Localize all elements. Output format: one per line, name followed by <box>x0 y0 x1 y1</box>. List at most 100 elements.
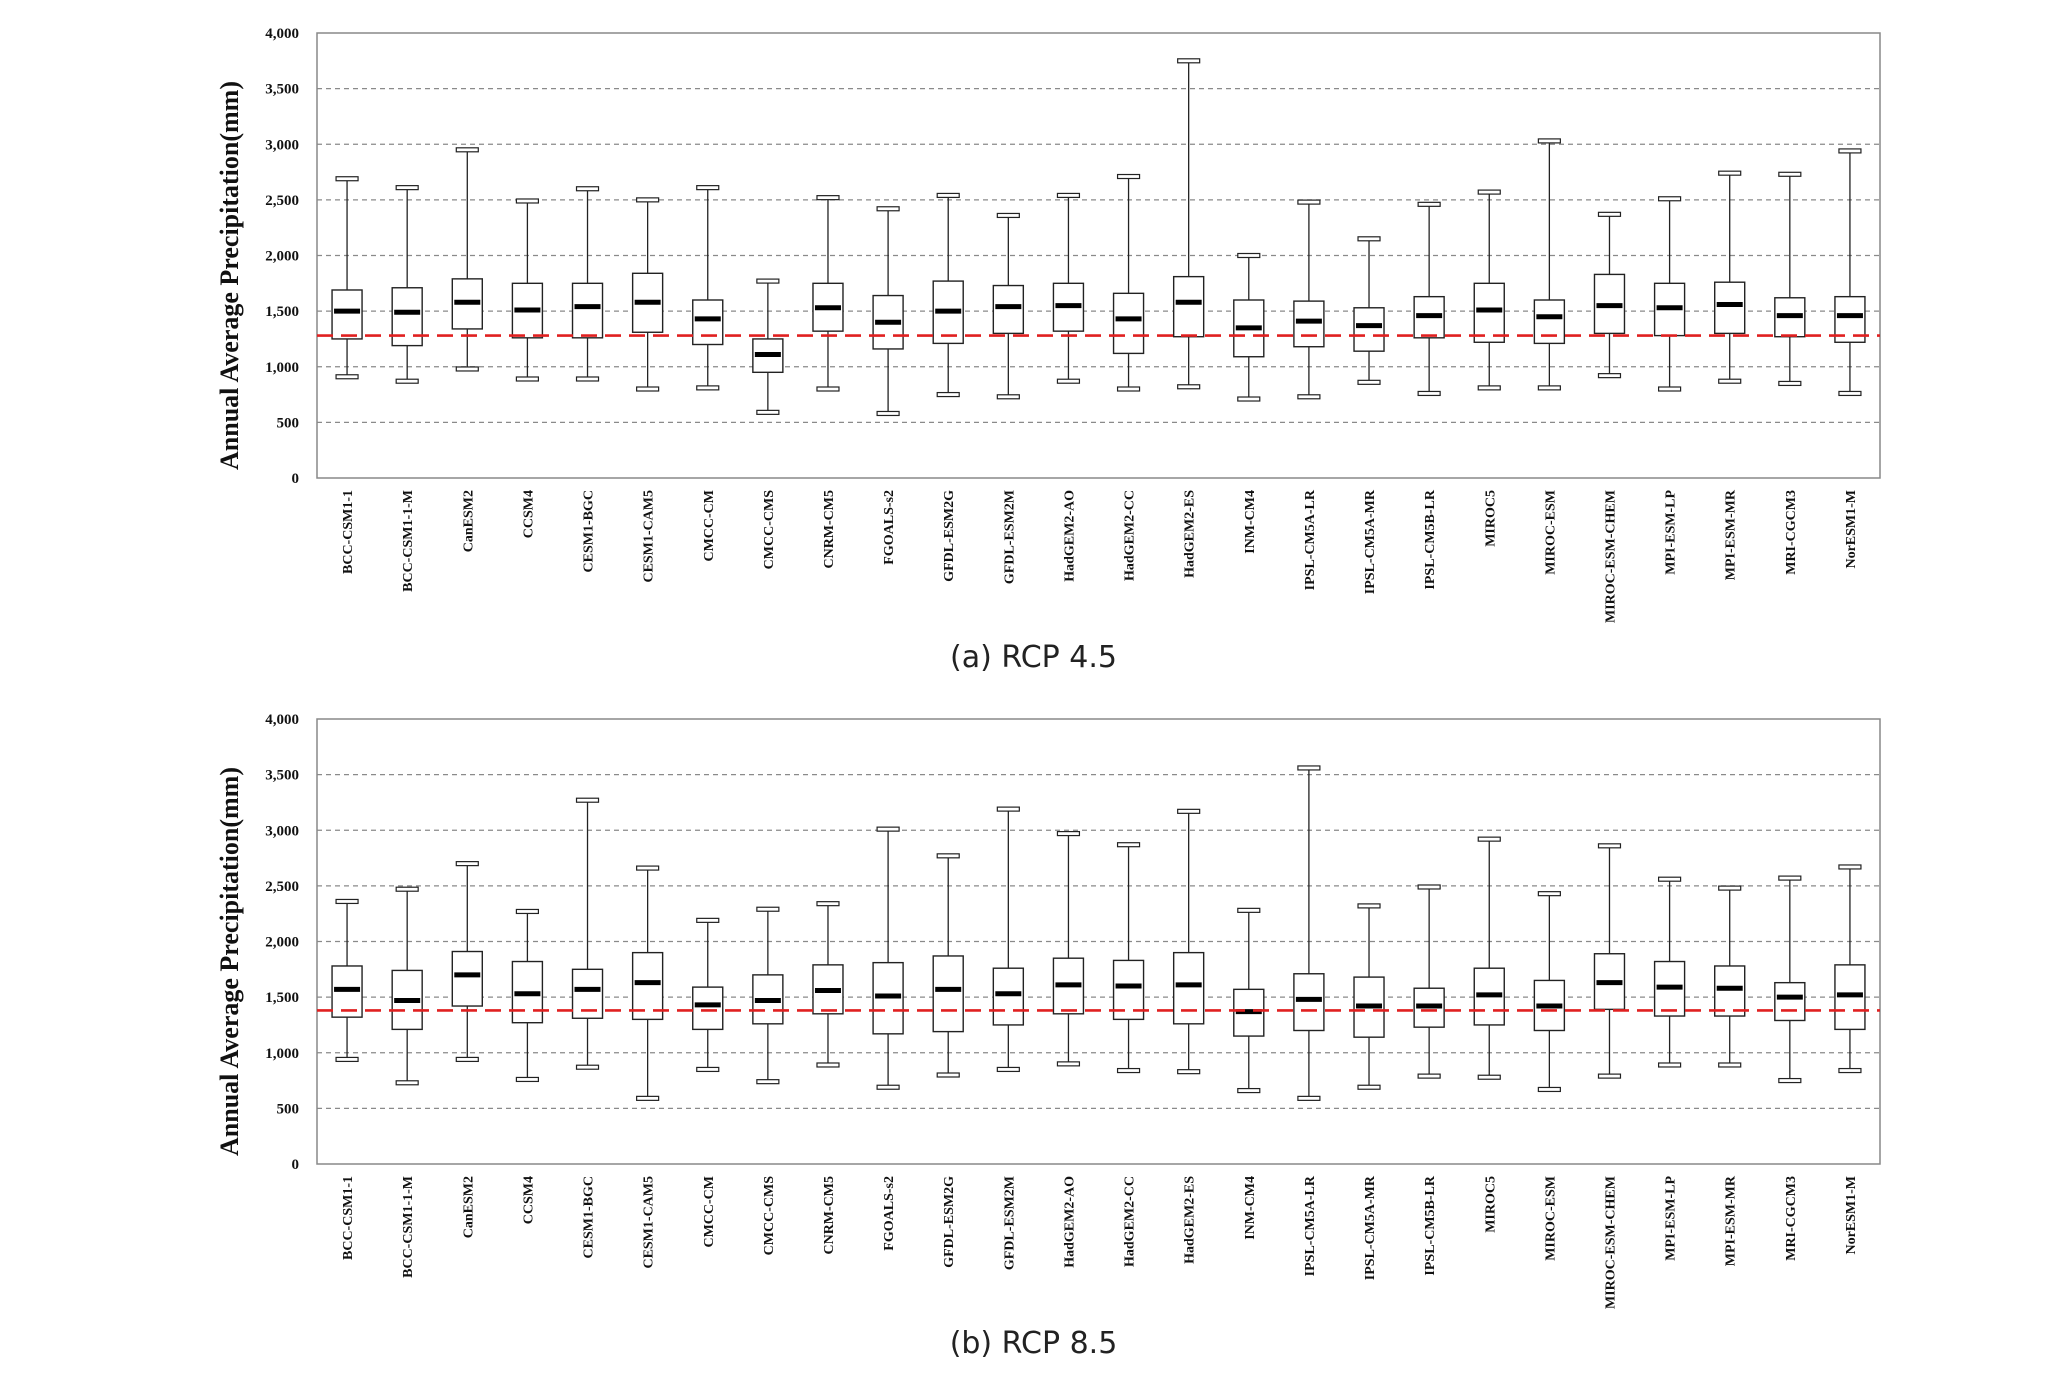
box-CESM1-BGC <box>571 186 604 382</box>
max-cap <box>1718 885 1742 891</box>
y-tick-label: 1,000 <box>265 360 299 376</box>
min-cap <box>395 1080 419 1086</box>
plot-frame <box>316 718 1881 1165</box>
iqr-box <box>1293 973 1325 1032</box>
box-GFDL-ESM2G <box>932 853 964 1078</box>
iqr-box <box>571 282 604 339</box>
min-cap <box>636 1095 660 1101</box>
min-cap <box>1177 1069 1201 1075</box>
y-tick-label: 0 <box>292 1157 300 1173</box>
min-cap <box>876 1084 900 1090</box>
chart-panel-rcp45: 0 500 1,000 1,500 2,000 2,500 3,000 3,500 4,000 A… <box>215 26 1881 675</box>
y-tick-label: 1,000 <box>265 1046 299 1062</box>
box-HadGEM2-AO <box>1052 830 1085 1067</box>
max-cap <box>1237 907 1261 913</box>
max-cap <box>335 898 359 905</box>
min-cap <box>996 394 1020 400</box>
max-cap <box>1417 201 1441 207</box>
y-tick-label: 1,500 <box>265 304 299 320</box>
x-category-label: MIROC-ESM-CHEM <box>1603 490 1618 623</box>
box-BCC-CSM1-1-M <box>391 185 423 384</box>
box-CNRM-CM5 <box>812 901 844 1068</box>
y-tick-label: 0 <box>292 471 300 487</box>
max-cap <box>575 797 600 803</box>
max-cap <box>1177 58 1201 64</box>
x-category-label: IPSL-CM5B-LR <box>1423 489 1438 589</box>
x-category-label: IPSL-CM5A-LR <box>1303 489 1318 590</box>
box-NorESM1-M <box>1834 864 1866 1074</box>
box-IPSL-CM5A-MR <box>1353 236 1385 385</box>
min-cap <box>1838 1067 1862 1074</box>
x-category-label: MPI-ESM-LP <box>1664 1176 1679 1261</box>
iqr-box <box>932 955 964 1033</box>
x-category-label: CESM1-CAM5 <box>642 1176 657 1269</box>
iqr-box <box>451 950 483 1007</box>
x-category-label: IPSL-CM5A-MR <box>1363 489 1378 594</box>
min-cap <box>936 1072 960 1078</box>
box-HadGEM2-ES <box>1172 58 1205 390</box>
min-cap <box>1597 373 1622 379</box>
min-cap <box>1778 1077 1802 1084</box>
x-category-label: CESM1-CAM5 <box>642 490 657 583</box>
x-category-label: IPSL-CM5A-MR <box>1363 1175 1378 1280</box>
min-cap <box>335 374 359 380</box>
max-cap <box>575 186 600 192</box>
min-cap <box>1718 1062 1742 1068</box>
min-cap <box>1477 1074 1501 1080</box>
max-cap <box>1778 875 1802 881</box>
min-cap <box>395 378 419 384</box>
x-category-label: MIROC5 <box>1483 490 1498 547</box>
iqr-box <box>1112 292 1145 355</box>
x-category-label: HadGEM2-CC <box>1123 1176 1138 1267</box>
box-CMCC-CMS <box>752 906 784 1085</box>
x-category-label: CMCC-CMS <box>762 490 777 570</box>
box-IPSL-CM5A-LR <box>1293 765 1325 1101</box>
iqr-box <box>1172 951 1205 1025</box>
max-cap <box>1237 252 1261 259</box>
min-cap <box>1417 390 1441 397</box>
box-CCSM4 <box>511 198 544 382</box>
box-IPSL-CM5A-LR <box>1293 199 1325 400</box>
min-cap <box>816 1062 840 1068</box>
max-cap <box>1056 192 1081 199</box>
max-cap <box>1778 171 1802 177</box>
x-category-label: CCSM4 <box>521 490 536 538</box>
x-category-label: HadGEM2-ES <box>1183 490 1198 578</box>
iqr-box <box>1714 281 1746 335</box>
x-category-label: CESM1-BGC <box>582 1176 597 1258</box>
boxplot-chart-rcp45: 0 500 1,000 1,500 2,000 2,500 3,000 3,500 4,000 A… <box>215 26 1881 623</box>
box-GFDL-ESM2G <box>932 192 964 398</box>
chart-caption: (b) RCP 8.5 <box>949 1326 1118 1361</box>
min-cap <box>515 376 540 382</box>
min-cap <box>1778 380 1802 387</box>
y-tick-label: 2,000 <box>265 249 299 265</box>
x-category-label: BCC-CSM1-1-M <box>401 1176 416 1278</box>
x-category-label: GFDL-ESM2M <box>1002 490 1017 584</box>
iqr-box <box>1293 300 1325 348</box>
iqr-box <box>992 284 1025 335</box>
max-cap <box>1537 891 1561 897</box>
min-cap <box>1056 1061 1081 1067</box>
iqr-box <box>1473 282 1505 343</box>
min-cap <box>1537 385 1561 391</box>
max-cap <box>816 901 840 907</box>
chart-panel-rcp85: 0 500 1,000 1,500 2,000 2,500 3,000 3,500 4,000 A… <box>0 686 2067 1376</box>
max-cap <box>455 147 479 153</box>
box-MIROC5 <box>1473 836 1505 1080</box>
x-category-label: CESM1-BGC <box>582 490 597 572</box>
max-cap <box>996 212 1020 219</box>
x-category-label: CanESM2 <box>461 490 476 552</box>
y-tick-label: 500 <box>277 1101 300 1117</box>
box-MIROC-ESM <box>1533 891 1566 1093</box>
x-category-label: MIROC-ESM <box>1543 490 1558 575</box>
x-category-label: CMCC-CMS <box>762 1176 777 1256</box>
box-MIROC-ESM <box>1533 138 1566 391</box>
min-cap <box>1297 1095 1321 1101</box>
x-category-label: GFDL-ESM2G <box>942 1176 957 1268</box>
min-cap <box>1237 1087 1261 1094</box>
x-category-label: NorESM1-M <box>1844 1176 1859 1255</box>
box-INM-CM4 <box>1233 907 1265 1094</box>
max-cap <box>335 176 359 182</box>
max-cap <box>636 865 660 871</box>
x-category-label: MPI-ESM-MR <box>1724 489 1739 580</box>
